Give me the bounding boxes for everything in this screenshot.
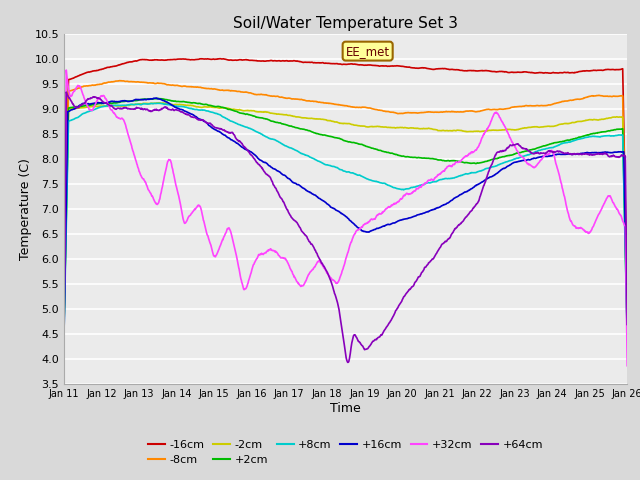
Text: EE_met: EE_met	[346, 45, 390, 58]
Y-axis label: Temperature (C): Temperature (C)	[19, 158, 32, 260]
Title: Soil/Water Temperature Set 3: Soil/Water Temperature Set 3	[233, 16, 458, 31]
Legend: -16cm, -8cm, -2cm, +2cm, +8cm, +16cm, +32cm, +64cm: -16cm, -8cm, -2cm, +2cm, +8cm, +16cm, +3…	[144, 435, 547, 469]
X-axis label: Time: Time	[330, 402, 361, 415]
